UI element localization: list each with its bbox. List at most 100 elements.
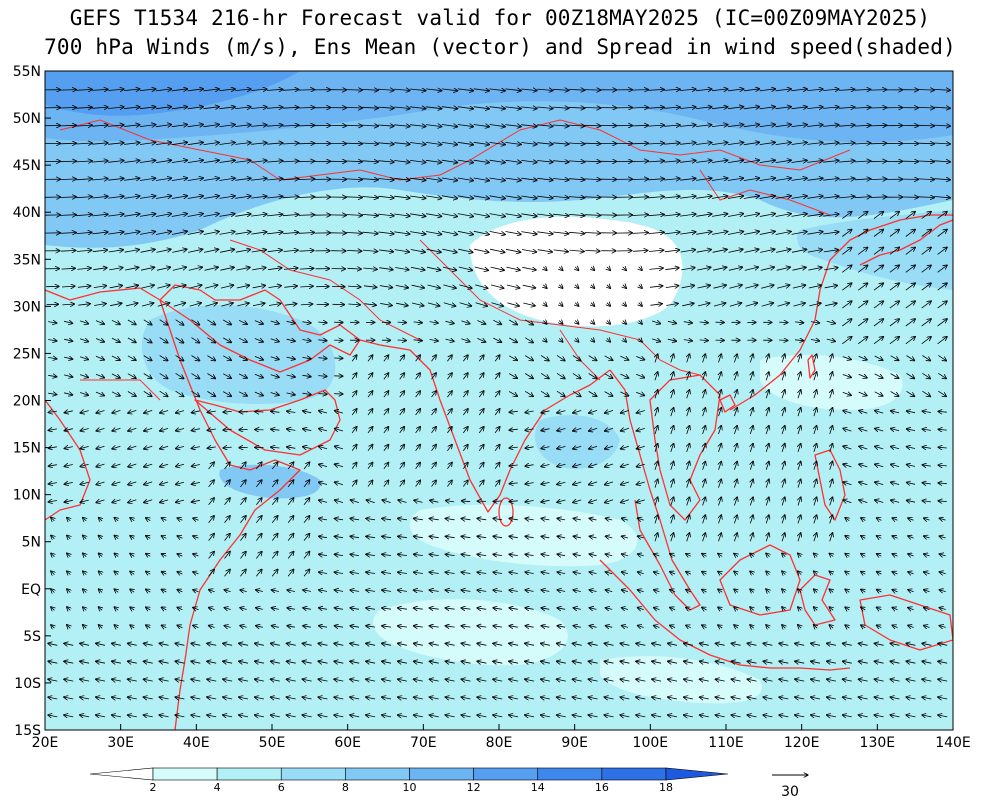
wind-vector	[807, 250, 823, 253]
wind-vector	[425, 107, 442, 109]
wind-vector	[92, 250, 108, 252]
wind-vector	[267, 161, 283, 162]
y-tick-label: 30N	[13, 299, 41, 315]
wind-vector	[139, 125, 156, 127]
wind-vector	[442, 266, 457, 270]
wind-vector	[139, 160, 156, 162]
wind-vector	[378, 250, 394, 252]
coast-malay-peninsula	[609, 369, 701, 611]
wind-vector	[575, 267, 579, 271]
wind-vector	[204, 285, 218, 289]
wind-vector	[394, 125, 410, 127]
wind-vector	[664, 214, 680, 216]
wind-vector	[823, 107, 839, 108]
wind-vector	[362, 125, 378, 126]
wind-vector	[92, 232, 108, 234]
coast-africa-east	[45, 287, 301, 730]
wind-vector	[505, 231, 522, 235]
wind-vector	[219, 89, 235, 91]
wind-vector	[681, 268, 695, 270]
wind-vector	[632, 161, 649, 162]
wind-vector	[537, 89, 553, 90]
wind-vector	[298, 179, 315, 180]
y-tick-label: 55N	[13, 64, 41, 80]
wind-vector	[857, 211, 868, 219]
wind-vector	[623, 267, 627, 271]
wind-vector	[267, 196, 283, 198]
wind-vector	[632, 143, 649, 144]
wind-vector	[870, 197, 887, 198]
wind-vector	[410, 214, 426, 217]
wind-vector	[267, 125, 283, 126]
wind-vector	[251, 125, 267, 127]
y-tick-label: 10S	[14, 676, 41, 692]
wind-vector	[346, 90, 363, 91]
colorbar-label: 2	[150, 781, 157, 794]
wind-vector	[729, 285, 742, 289]
wind-vector	[808, 267, 822, 270]
wind-vector	[807, 214, 823, 217]
wind-vector	[395, 285, 409, 287]
wind-vector	[441, 231, 458, 234]
wind-vector	[203, 214, 220, 217]
wind-vector	[156, 249, 171, 253]
wind-vector	[458, 248, 473, 252]
wind-vector	[219, 107, 235, 109]
wind-vector	[760, 267, 775, 271]
wind-vector	[60, 161, 77, 162]
wind-vector	[220, 267, 234, 270]
wind-vector	[712, 232, 728, 235]
wind-vector	[839, 125, 855, 126]
wind-vector	[124, 196, 140, 198]
wind-vector	[632, 107, 649, 108]
x-tick-label: 110E	[708, 735, 744, 751]
wind-vector	[457, 160, 474, 163]
wind-vector	[639, 285, 643, 289]
wind-vector	[584, 197, 601, 198]
wind-vector	[823, 89, 839, 90]
wind-vector	[124, 214, 140, 217]
wind-vector	[140, 267, 155, 270]
colorbar-label: 8	[342, 781, 349, 794]
wind-vector	[156, 267, 171, 271]
wind-vector	[109, 268, 123, 270]
wind-vector	[934, 179, 950, 180]
wind-vector	[648, 197, 664, 198]
wind-vector	[155, 125, 172, 127]
wind-vector	[873, 247, 884, 255]
wind-vector	[203, 107, 220, 109]
wind-vector	[873, 229, 884, 237]
wind-vector	[282, 161, 299, 162]
wind-vector	[776, 267, 791, 271]
wind-vector	[76, 125, 92, 126]
wind-vector	[346, 215, 363, 216]
wind-vector	[219, 142, 235, 144]
colorbar-label: 6	[278, 781, 285, 794]
wind-vector	[76, 89, 92, 90]
colorbar-box	[537, 767, 603, 781]
wind-vector	[664, 89, 680, 90]
wind-vector	[743, 89, 760, 91]
wind-vector	[537, 196, 553, 198]
x-tick-label: 120E	[784, 735, 820, 751]
wind-vector	[457, 230, 474, 234]
wind-vector	[124, 89, 140, 91]
wind-vector	[696, 160, 712, 162]
spread-shading-horn	[219, 464, 321, 499]
wind-vector	[283, 250, 299, 251]
wind-vector	[761, 285, 774, 289]
x-tick-label: 100E	[633, 735, 669, 751]
wind-vector	[585, 250, 600, 251]
y-tick-label: 15N	[13, 441, 41, 457]
wind-vector	[441, 142, 458, 144]
wind-vector	[157, 285, 170, 289]
wind-vector	[410, 250, 426, 253]
wind-vector	[727, 196, 744, 199]
wind-vector	[537, 178, 553, 180]
wind-vector	[267, 250, 283, 252]
wind-vector	[219, 178, 235, 180]
wind-vector	[410, 125, 426, 127]
wind-vector	[711, 178, 728, 180]
title-line-2: 700 hPa Winds (m/s), Ens Mean (vector) a…	[44, 35, 956, 59]
wind-vector	[282, 214, 299, 215]
